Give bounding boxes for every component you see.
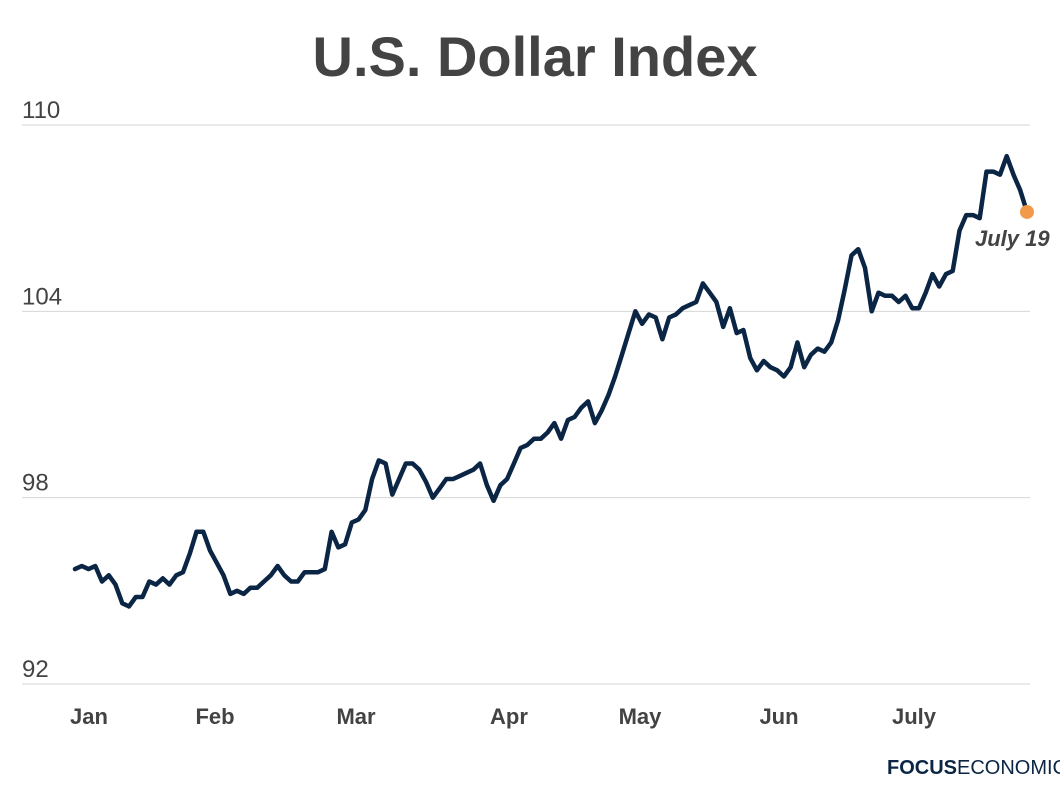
chart-title: U.S. Dollar Index: [313, 25, 758, 88]
y-tick-label: 110: [22, 97, 60, 124]
x-tick-label: May: [619, 704, 663, 729]
last-point-label: July 19: [975, 226, 1050, 251]
gridlines: [22, 124, 1030, 685]
y-tick-label: 92: [22, 656, 49, 683]
series-line: [72, 153, 1030, 609]
x-tick-label: July: [892, 704, 937, 729]
brand-logo: FOCUSECONOMICS: [887, 757, 1060, 779]
brand-logo-part2: ECONOMICS: [957, 757, 1060, 779]
x-tick-label: Apr: [490, 704, 528, 729]
y-tick-label: 104: [22, 283, 62, 310]
x-axis-ticks: Jan Feb Mar Apr May Jun July: [70, 704, 937, 729]
x-tick-label: Jan: [70, 704, 108, 729]
brand-logo-part1: FOCUS: [887, 757, 957, 779]
y-tick-label: 98: [22, 470, 49, 497]
x-tick-label: Mar: [336, 704, 376, 729]
last-point-marker: [1020, 204, 1034, 219]
svg-text:FOCUSECONOMICS: FOCUSECONOMICS: [887, 757, 1060, 779]
x-tick-label: Jun: [759, 704, 798, 729]
x-tick-label: Feb: [195, 704, 234, 729]
y-axis-ticks: 110 104 98 92: [22, 97, 62, 683]
